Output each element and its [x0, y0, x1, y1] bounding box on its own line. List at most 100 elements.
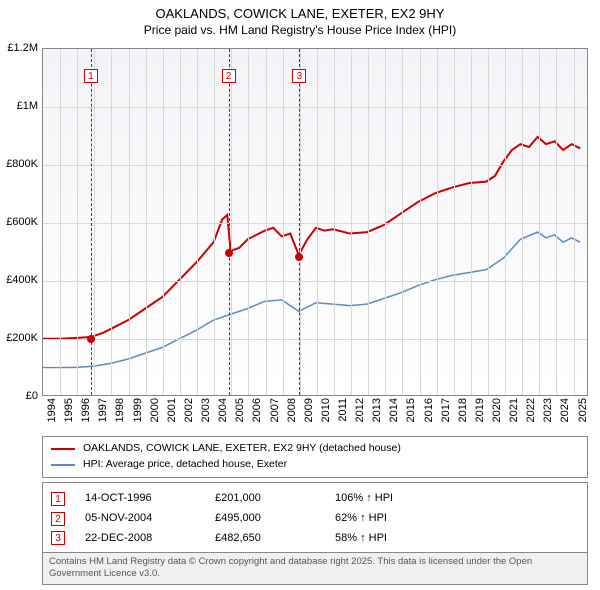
x-axis-label: 2003 — [200, 398, 212, 428]
attribution-footer: Contains HM Land Registry data © Crown c… — [42, 552, 588, 585]
sale-row: 2 05-NOV-2004 £495,000 62% ↑ HPI — [51, 509, 579, 529]
chart-container: OAKLANDS, COWICK LANE, EXETER, EX2 9HY P… — [0, 0, 600, 590]
x-axis-label: 2000 — [149, 398, 161, 428]
gridline-v — [556, 49, 557, 395]
legend-box: OAKLANDS, COWICK LANE, EXETER, EX2 9HY (… — [42, 436, 588, 478]
x-axis-label: 1995 — [63, 398, 75, 428]
y-axis-label: £600K — [2, 216, 38, 228]
gridline-v — [471, 49, 472, 395]
legend-row: OAKLANDS, COWICK LANE, EXETER, EX2 9HY (… — [51, 441, 579, 457]
sale-date: 05-NOV-2004 — [85, 509, 195, 529]
gridline-v — [77, 49, 78, 395]
gridline-v — [385, 49, 386, 395]
marker-line — [91, 49, 92, 395]
x-axis-label: 2002 — [183, 398, 195, 428]
gridline-v — [317, 49, 318, 395]
plot-area: 1 2 3 — [42, 48, 588, 396]
y-axis-label: £1.2M — [2, 42, 38, 54]
x-axis-label: 2025 — [577, 398, 589, 428]
gridline-v — [266, 49, 267, 395]
gridline-v — [283, 49, 284, 395]
series-line — [43, 137, 580, 339]
marker-dot — [225, 249, 233, 257]
x-axis-label: 2007 — [269, 398, 281, 428]
x-axis-label: 1997 — [97, 398, 109, 428]
gridline-v — [437, 49, 438, 395]
x-axis-label: 2013 — [371, 398, 383, 428]
marker-line — [299, 49, 300, 395]
marker-label: 3 — [292, 69, 306, 83]
x-axis-label: 2016 — [423, 398, 435, 428]
sale-hpi: 62% ↑ HPI — [335, 509, 445, 529]
gridline-v — [402, 49, 403, 395]
marker-line — [229, 49, 230, 395]
gridline-v — [488, 49, 489, 395]
gridline-v — [334, 49, 335, 395]
sale-price: £482,650 — [215, 529, 315, 549]
gridline-v — [505, 49, 506, 395]
legend-swatch — [51, 448, 75, 450]
x-axis-label: 1998 — [114, 398, 126, 428]
sale-row: 114-OCT-1996£201,000106% ↑ HPI — [51, 489, 579, 509]
sale-date: 22-DEC-2008 — [85, 529, 195, 549]
legend-swatch — [51, 464, 75, 466]
x-axis-label: 2023 — [542, 398, 554, 428]
gridline-v — [522, 49, 523, 395]
x-axis-label: 2015 — [405, 398, 417, 428]
y-axis-label: £400K — [2, 274, 38, 286]
y-axis-label: £200K — [2, 332, 38, 344]
x-axis-label: 2014 — [388, 398, 400, 428]
marker-label: 2 — [222, 69, 236, 83]
sale-date: 14-OCT-1996 — [85, 489, 195, 509]
x-axis-label: 2024 — [559, 398, 571, 428]
x-axis-label: 2018 — [457, 398, 469, 428]
x-axis-label: 1996 — [80, 398, 92, 428]
gridline-v — [94, 49, 95, 395]
gridline-v — [146, 49, 147, 395]
gridline-v — [163, 49, 164, 395]
x-axis-label: 2006 — [251, 398, 263, 428]
legend-row: HPI: Average price, detached house, Exet… — [51, 457, 579, 473]
x-axis-label: 2019 — [474, 398, 486, 428]
sale-hpi: 58% ↑ HPI — [335, 529, 445, 549]
sale-row: 3 22-DEC-2008 £482,650 58% ↑ HPI — [51, 529, 579, 549]
x-axis-label: 1994 — [46, 398, 58, 428]
chart-title: OAKLANDS, COWICK LANE, EXETER, EX2 9HY — [0, 0, 600, 23]
legend-label: HPI: Average price, detached house, Exet… — [83, 457, 287, 473]
x-axis-label: 2008 — [286, 398, 298, 428]
x-axis-label: 2011 — [337, 398, 349, 428]
y-axis-label: £800K — [2, 158, 38, 170]
sale-marker: 3 — [51, 531, 65, 545]
gridline-v — [180, 49, 181, 395]
chart-subtitle: Price paid vs. HM Land Registry's House … — [0, 23, 600, 39]
x-axis-label: 2004 — [217, 398, 229, 428]
x-axis-label: 2021 — [508, 398, 520, 428]
sales-table: 114-OCT-1996£201,000106% ↑ HPI205-NOV-20… — [42, 482, 588, 555]
gridline-v — [539, 49, 540, 395]
gridline-v — [60, 49, 61, 395]
gridline-v — [454, 49, 455, 395]
gridline-v — [248, 49, 249, 395]
y-axis-label: £0 — [2, 390, 38, 402]
sale-hpi: 106% ↑ HPI — [335, 489, 445, 509]
x-axis-label: 2009 — [303, 398, 315, 428]
gridline-v — [368, 49, 369, 395]
sale-price: £495,000 — [215, 509, 315, 529]
gridline-v — [351, 49, 352, 395]
gridline-v — [574, 49, 575, 395]
sale-marker: 2 — [51, 512, 65, 526]
marker-dot — [87, 335, 95, 343]
gridline-v — [111, 49, 112, 395]
x-axis-label: 2001 — [166, 398, 178, 428]
x-axis-label: 2022 — [525, 398, 537, 428]
gridline-v — [197, 49, 198, 395]
sale-price: £201,000 — [215, 489, 315, 509]
x-axis-label: 1999 — [132, 398, 144, 428]
y-axis-label: £1M — [2, 100, 38, 112]
marker-label: 1 — [84, 69, 98, 83]
x-axis-label: 2005 — [234, 398, 246, 428]
gridline-v — [231, 49, 232, 395]
gridline-v — [129, 49, 130, 395]
marker-dot — [295, 253, 303, 261]
series-line — [43, 232, 580, 367]
